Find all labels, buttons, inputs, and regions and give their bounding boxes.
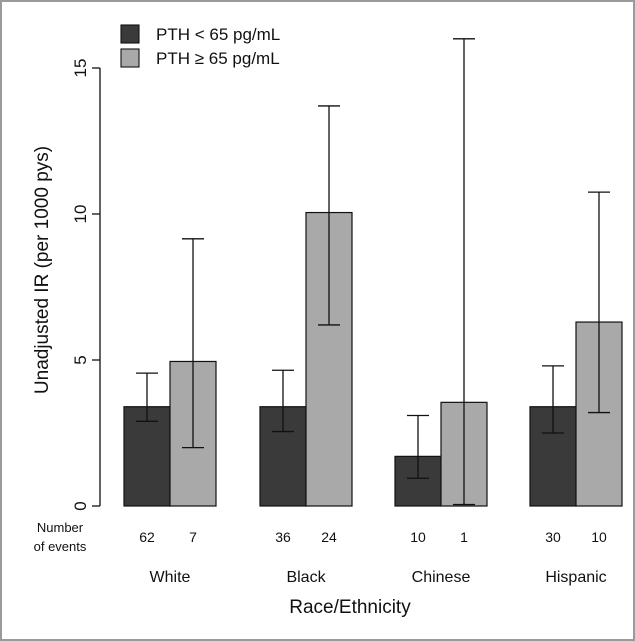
event-count: 10 <box>410 529 426 545</box>
event-count: 36 <box>275 529 291 545</box>
category-label-white: White <box>150 569 191 586</box>
legend: PTH < 65 pg/mL PTH ≥ 65 pg/mL <box>120 24 280 68</box>
y-axis: 0 5 10 15 <box>71 59 101 511</box>
event-count: 24 <box>321 529 337 545</box>
category-labels: 62 7 White 36 24 Black 10 1 Chinese 30 10 Hispanic <box>139 529 607 586</box>
y-axis-title: Unadjusted IR (per 1000 pys) <box>32 146 53 394</box>
legend-swatch-series-2 <box>120 48 140 68</box>
legend-label-series-2: PTH ≥ 65 pg/mL <box>156 49 280 68</box>
event-count: 7 <box>189 529 197 545</box>
category-label-black: Black <box>286 569 326 586</box>
category-label-hispanic: Hispanic <box>545 569 606 586</box>
event-count: 10 <box>591 529 607 545</box>
event-count: 1 <box>460 529 468 545</box>
bars <box>123 38 623 507</box>
legend-label-series-1: PTH < 65 pg/mL <box>156 25 280 44</box>
category-label-chinese: Chinese <box>412 569 471 586</box>
y-tick-label: 10 <box>71 205 90 224</box>
y-tick-label: 5 <box>71 355 90 364</box>
event-count: 30 <box>545 529 561 545</box>
y-tick-label: 15 <box>71 59 90 78</box>
events-label-line1: Number <box>37 520 84 535</box>
legend-swatch-series-1 <box>120 24 140 44</box>
events-label-line2: of events <box>34 539 87 554</box>
bar-white-series-1 <box>123 406 171 507</box>
event-count: 62 <box>139 529 155 545</box>
y-tick-label: 0 <box>71 501 90 510</box>
x-axis-title: Race/Ethnicity <box>289 597 411 618</box>
